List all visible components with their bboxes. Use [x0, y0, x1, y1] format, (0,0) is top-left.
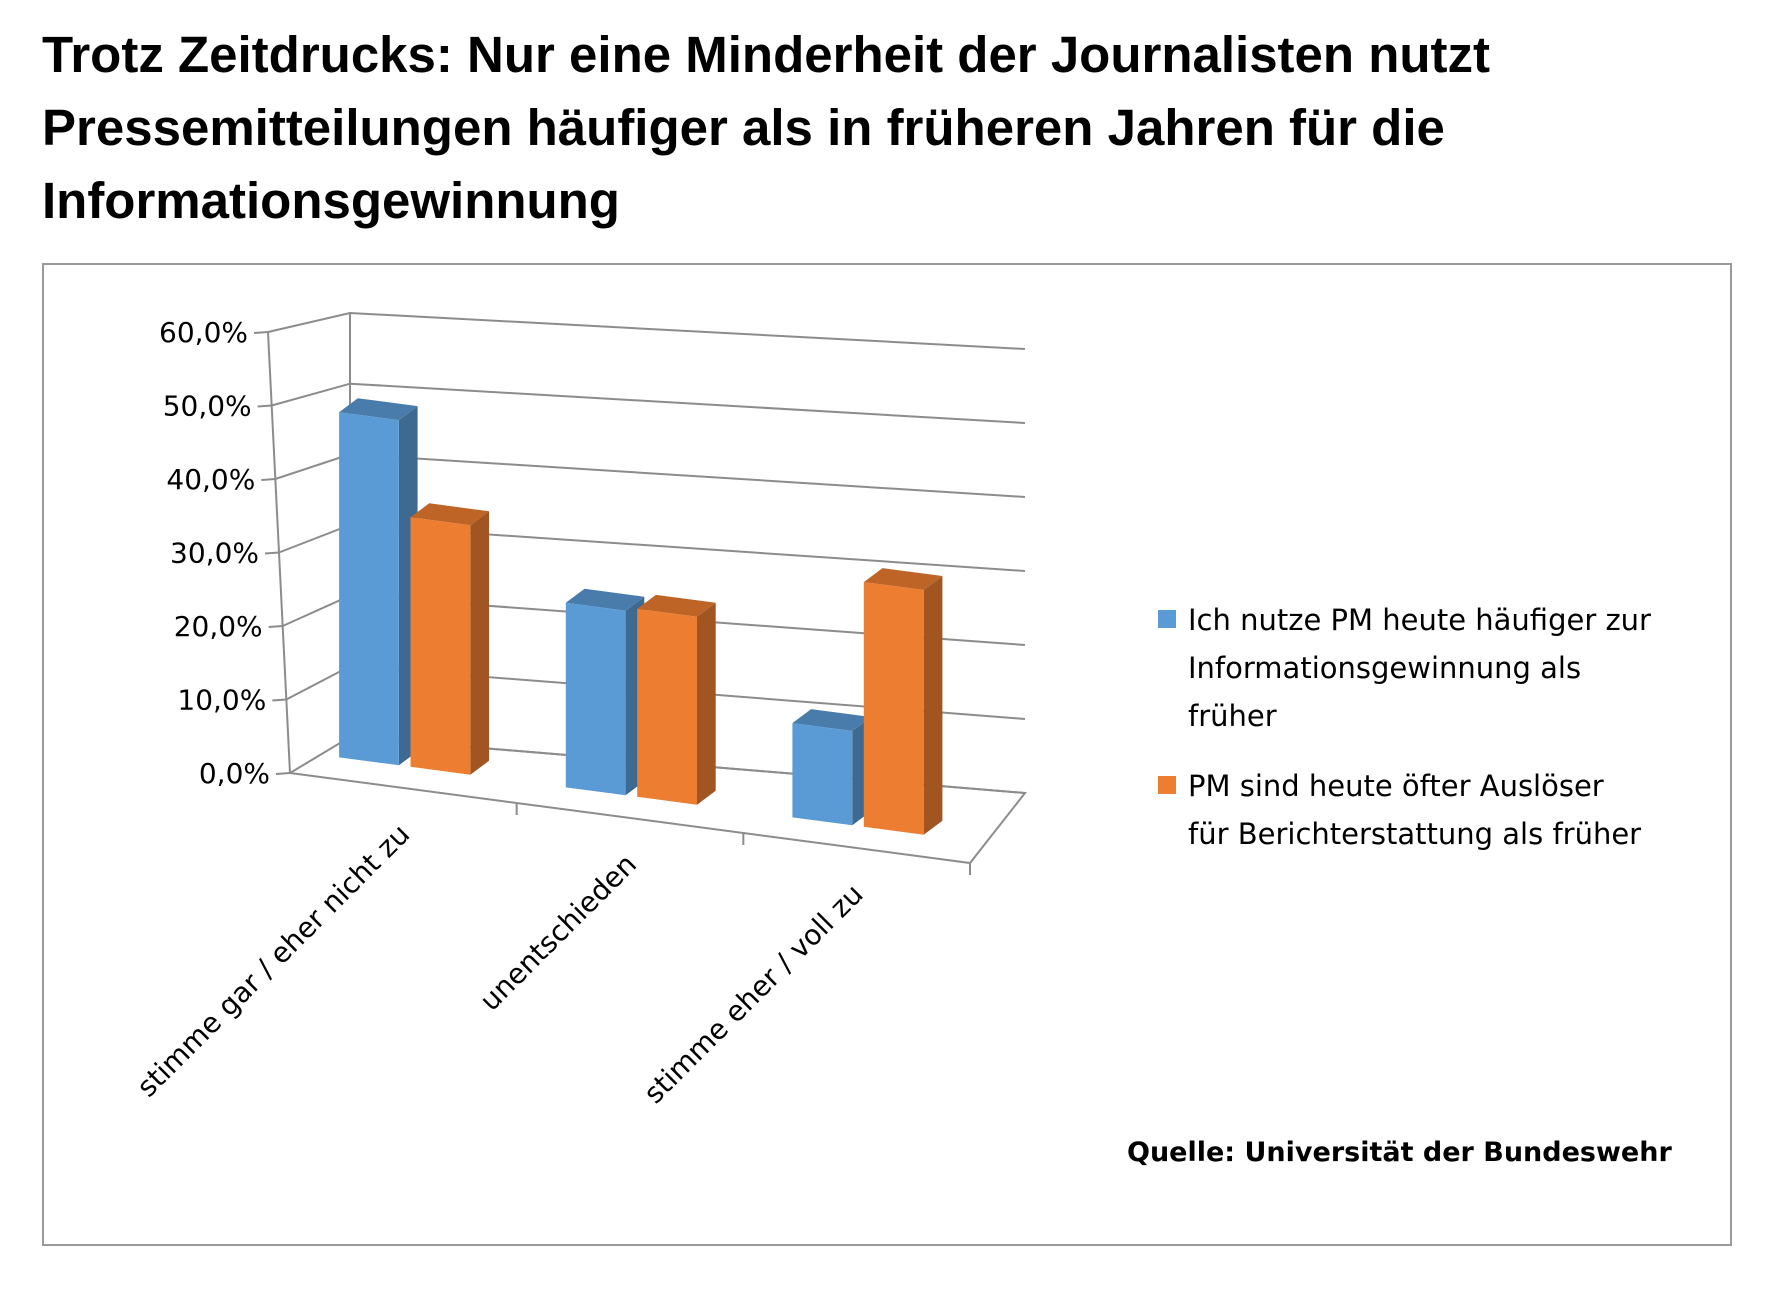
- y-tick-mark: [261, 478, 276, 481]
- legend-swatch: [1158, 610, 1176, 628]
- bar-front: [792, 723, 853, 826]
- gridline: [271, 382, 1026, 424]
- y-tick-label: 10,0%: [177, 684, 266, 717]
- legend: Ich nutze PM heute häufiger zur Informati…: [1158, 603, 1651, 851]
- y-tick-mark: [257, 404, 272, 408]
- bar-top: [637, 594, 716, 617]
- chart-title-line-1: Trotz Zeitdrucks: Nur eine Minderheit de…: [42, 26, 1490, 83]
- bar-front: [339, 412, 399, 766]
- bars: [339, 398, 943, 835]
- bar: [792, 709, 871, 826]
- bar-top: [339, 398, 418, 421]
- y-tick-mark: [275, 772, 291, 775]
- y-tick-mark: [253, 331, 269, 334]
- legend-swatch: [1158, 776, 1176, 794]
- bar: [863, 568, 943, 835]
- bar-front: [410, 517, 471, 775]
- y-tick-mark: [268, 625, 283, 628]
- bar-top: [410, 503, 489, 526]
- bar-front: [863, 582, 924, 835]
- bar: [565, 588, 645, 796]
- bar-front: [565, 602, 626, 796]
- bar: [339, 398, 418, 766]
- bar-side: [923, 576, 943, 835]
- bar-top: [863, 568, 943, 590]
- bar-side: [470, 511, 489, 775]
- y-tick-label: 40,0%: [166, 463, 255, 496]
- bar-front: [637, 608, 697, 805]
- bar: [637, 594, 716, 805]
- y-tick-label: 0,0%: [199, 757, 270, 790]
- bar-top: [565, 588, 645, 611]
- y-tick-label: 60,0%: [159, 316, 248, 349]
- source-label: Quelle: Universität der Bundeswehr: [1127, 1137, 1672, 1168]
- chart-title-line-3: Informationsgewinnung: [42, 172, 620, 229]
- bar-side: [697, 602, 716, 805]
- y-tick-label: 30,0%: [170, 537, 259, 570]
- legend-label-line: Ich nutze PM heute häufiger zur: [1188, 603, 1651, 637]
- chart-title: Trotz Zeitdrucks: Nur eine Minderheit de…: [42, 18, 1742, 237]
- bar: [410, 503, 489, 775]
- y-axis-tick-labels: 0,0% 10,0% 20,0% 30,0% 40,0% 50,0% 60,0%: [159, 316, 270, 790]
- y-tick-label: 20,0%: [174, 610, 263, 643]
- y-tick-mark: [272, 698, 287, 702]
- legend-label-line: PM sind heute öfter Auslöser: [1188, 769, 1604, 803]
- legend-label-line: früher: [1188, 699, 1277, 733]
- bar-top: [792, 709, 871, 731]
- legend-label-line: für Berichterstattung als früher: [1188, 817, 1641, 851]
- y-tick-mark: [264, 551, 280, 555]
- y-tick-label: 50,0%: [163, 390, 252, 423]
- chart-frame: [42, 263, 1732, 1246]
- legend-label-line: Informationsgewinnung als: [1188, 651, 1581, 685]
- chart-title-line-2: Pressemitteilungen häufiger als in frühe…: [42, 99, 1445, 156]
- gridline: [267, 311, 1026, 350]
